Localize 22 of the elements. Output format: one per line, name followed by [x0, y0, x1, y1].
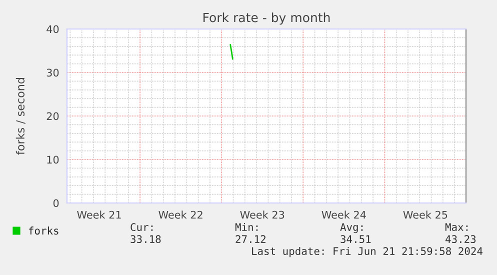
x-tick-label: Week 21 — [77, 210, 121, 219]
y-tick-label: 30 — [46, 68, 59, 77]
legend-label: forks — [28, 226, 58, 235]
text: Last update: Fri Jun 21 21:59:58 2024 — [252, 246, 483, 258]
x-tick-label: Week 23 — [240, 210, 284, 219]
text: 27.12 — [236, 235, 266, 243]
y-tick-label: 40 — [46, 25, 59, 34]
text: Avg: — [340, 223, 363, 234]
x-tick-label: Week 25 — [403, 210, 448, 219]
text: 33.18 — [130, 235, 161, 244]
text: Max: — [445, 223, 468, 232]
x-tick-label: Week 24 — [322, 210, 366, 219]
chart-title: Fork rate - by month — [204, 12, 330, 25]
y-axis-title: forks / second — [16, 78, 26, 155]
y-tick-label: 20 — [46, 112, 59, 120]
text: Min: — [235, 222, 258, 231]
y-tick-label: 10 — [47, 156, 59, 164]
text: Cur: — [130, 223, 153, 232]
text: 34.51 — [340, 235, 371, 244]
x-tick-label: Week 22 — [158, 210, 202, 219]
y-tick-label: 0 — [53, 199, 59, 208]
text: 43.23 — [446, 235, 476, 244]
